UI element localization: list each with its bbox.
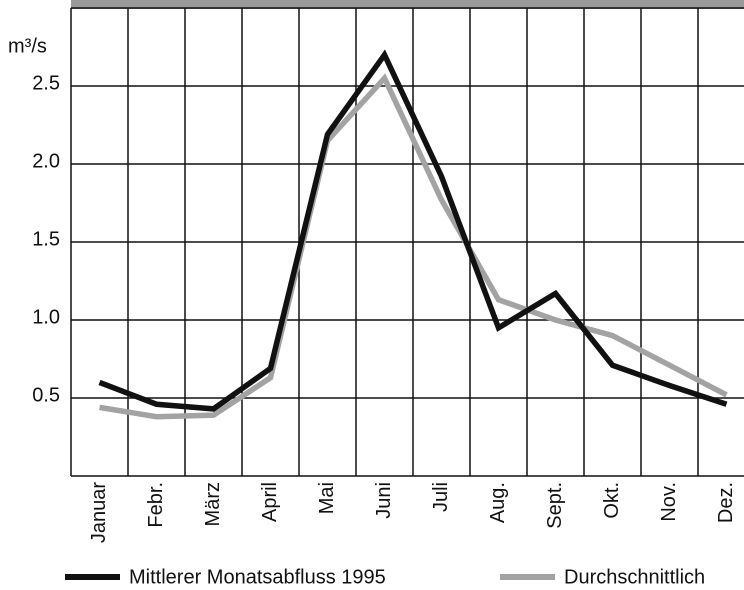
y-tick-label: 1.5 bbox=[32, 228, 60, 250]
legend-label: Durchschnittlich bbox=[564, 566, 705, 588]
x-tick-label: Aug. bbox=[487, 482, 509, 523]
x-tick-label: Okt. bbox=[601, 482, 623, 519]
x-tick-label: Mai bbox=[316, 482, 338, 514]
x-tick-label: April bbox=[259, 482, 281, 522]
x-tick-label: Febr. bbox=[145, 482, 167, 528]
y-tick-label: 1.0 bbox=[32, 306, 60, 328]
x-tick-label: Juli bbox=[430, 482, 452, 512]
legend-label: Mittlerer Monatsabfluss 1995 bbox=[129, 566, 386, 588]
x-tick-label: Dez. bbox=[715, 482, 737, 523]
y-axis-unit: m³/s bbox=[8, 35, 47, 57]
series-line bbox=[99, 73, 728, 420]
y-tick-label: 2.0 bbox=[32, 150, 60, 172]
x-tick-label: Januar bbox=[88, 482, 110, 543]
x-tick-label: März bbox=[202, 482, 224, 526]
x-tick-label: Sept. bbox=[544, 482, 566, 529]
x-tick-label: Nov. bbox=[658, 482, 680, 522]
x-tick-label: Juni bbox=[373, 482, 395, 519]
y-tick-label: 0.5 bbox=[32, 384, 60, 406]
header-bar bbox=[71, 0, 744, 9]
y-tick-label: 2.5 bbox=[32, 72, 60, 94]
series-line bbox=[98, 49, 728, 412]
